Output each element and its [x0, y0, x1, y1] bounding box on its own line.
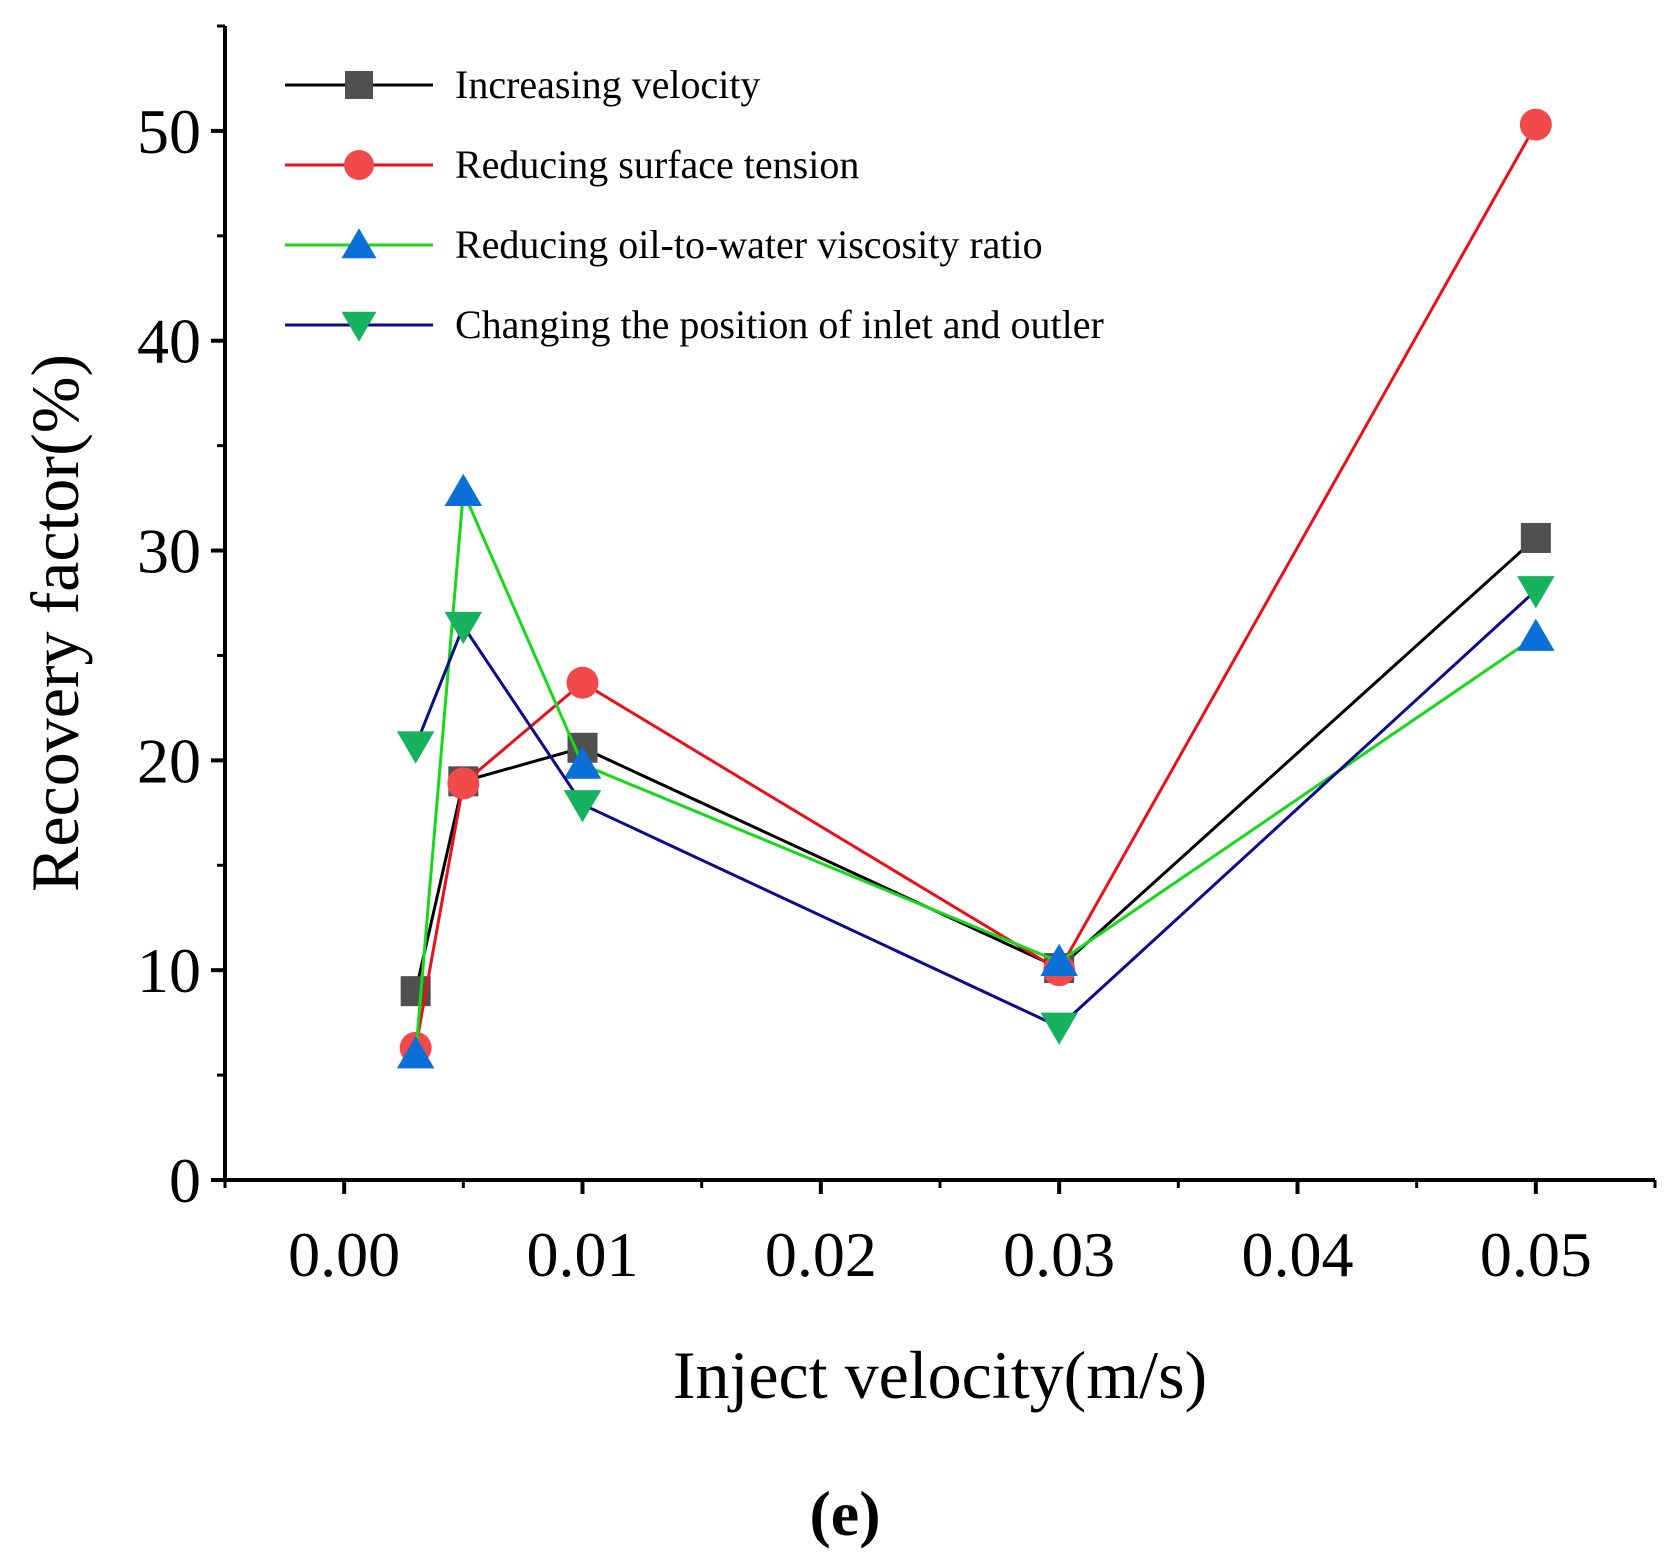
legend-label: Changing the position of inlet and outle…	[455, 302, 1104, 347]
data-point	[1517, 618, 1555, 651]
legend-marker	[341, 311, 377, 342]
series-3	[396, 473, 1555, 1069]
data-point	[447, 767, 480, 800]
legend-marker	[344, 150, 374, 180]
panel-label: (e)	[809, 1478, 880, 1549]
y-tick-label: 30	[137, 516, 201, 587]
legend-item: Reducing oil-to-water viscosity ratio	[285, 222, 1043, 267]
legend-marker	[345, 71, 373, 99]
y-tick-label: 20	[137, 725, 201, 796]
y-tick-label: 40	[137, 306, 201, 377]
y-tick-label: 10	[137, 935, 201, 1006]
data-point	[563, 746, 602, 779]
data-point	[1520, 522, 1551, 553]
legend-item: Increasing velocity	[285, 62, 760, 107]
x-tick-label: 0.03	[1003, 1219, 1115, 1290]
data-point	[444, 611, 483, 645]
series-4	[396, 576, 1555, 1045]
y-axis-title: Recovery factor(%)	[17, 354, 93, 892]
x-tick-label: 0.01	[527, 1219, 639, 1290]
data-point	[396, 1036, 435, 1069]
legend-label: Increasing velocity	[455, 62, 760, 107]
legend-item: Changing the position of inlet and outle…	[285, 302, 1104, 347]
data-point	[1040, 943, 1078, 977]
axes: 0 10 20 30 40 50 0.00 0.01 0.02 0.03 0.04 0.05	[137, 24, 1657, 1290]
data-point	[1040, 1012, 1078, 1045]
legend-marker	[341, 228, 377, 259]
legend-label: Reducing surface tension	[455, 142, 859, 187]
data-point	[396, 731, 435, 764]
y-tick-label: 50	[137, 96, 201, 167]
data-point	[1517, 576, 1555, 609]
x-tick-label: 0.05	[1480, 1219, 1592, 1290]
x-tick-label: 0.00	[288, 1219, 400, 1290]
data-point	[444, 473, 483, 507]
legend: Increasing velocity Reducing surface tens…	[285, 62, 1104, 347]
data-point	[1519, 108, 1552, 141]
x-axis-title: Inject velocity(m/s)	[673, 1337, 1207, 1413]
data-point	[563, 790, 602, 823]
legend-label: Reducing oil-to-water viscosity ratio	[455, 222, 1043, 267]
x-tick-label: 0.04	[1242, 1219, 1354, 1290]
series-layer	[396, 108, 1555, 1069]
data-point	[566, 666, 599, 699]
legend-item: Reducing surface tension	[285, 142, 859, 187]
y-tick-label: 0	[169, 1145, 201, 1216]
x-tick-label: 0.02	[765, 1219, 877, 1290]
